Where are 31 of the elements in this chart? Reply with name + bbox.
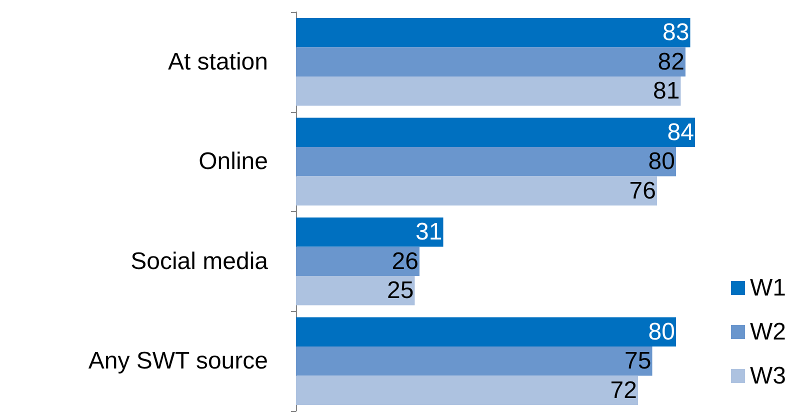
bar bbox=[296, 376, 638, 406]
legend-label: W3 bbox=[750, 362, 786, 390]
legend-label: W1 bbox=[750, 274, 786, 302]
data-label: 76 bbox=[629, 177, 656, 204]
bar bbox=[296, 18, 690, 48]
legend-label: W2 bbox=[750, 318, 786, 346]
data-label: 75 bbox=[624, 348, 652, 375]
y-tick-label: Online bbox=[198, 148, 268, 176]
data-label: 26 bbox=[392, 248, 418, 275]
data-label: 81 bbox=[653, 78, 680, 105]
bar bbox=[296, 176, 657, 206]
bar bbox=[296, 146, 676, 176]
data-label: 31 bbox=[416, 218, 442, 246]
data-label: 84 bbox=[667, 118, 694, 146]
data-label: 25 bbox=[387, 277, 414, 304]
bar bbox=[296, 317, 676, 346]
data-label: 83 bbox=[662, 19, 690, 46]
bar bbox=[296, 118, 695, 147]
data-label: 80 bbox=[648, 318, 675, 346]
bar bbox=[296, 47, 686, 77]
bar bbox=[296, 246, 420, 276]
y-tick-label: Social media bbox=[130, 248, 269, 275]
y-tick-label: At station bbox=[168, 48, 268, 76]
bar bbox=[296, 346, 652, 376]
data-label: 82 bbox=[658, 48, 684, 76]
data-label: 72 bbox=[610, 376, 637, 404]
y-tick-label: Any SWT source bbox=[88, 348, 268, 375]
bar bbox=[296, 276, 415, 306]
bar bbox=[296, 217, 444, 247]
bar bbox=[296, 76, 681, 106]
data-label: 80 bbox=[648, 148, 675, 176]
